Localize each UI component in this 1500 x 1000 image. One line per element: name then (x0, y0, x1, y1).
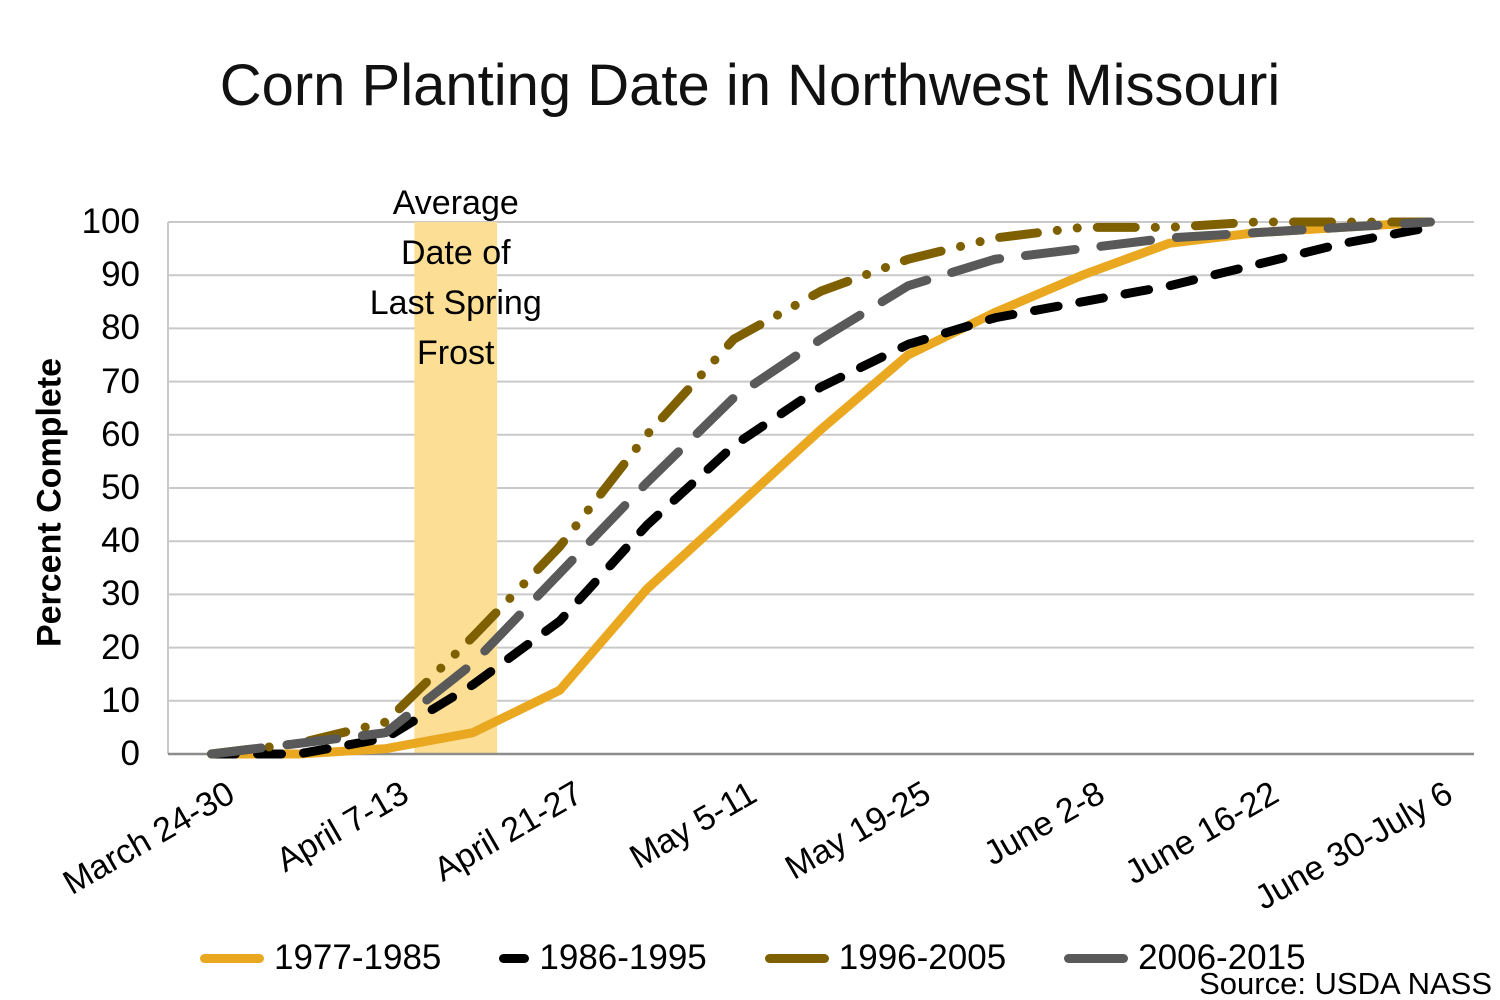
y-tick-label: 70 (101, 361, 140, 401)
legend-label: 1996-2005 (838, 938, 1007, 977)
y-tick-label: 0 (120, 734, 140, 773)
legend-label: 2006-2015 (1138, 938, 1306, 977)
y-tick-label: 40 (101, 521, 140, 561)
y-tick-label: 80 (101, 308, 140, 348)
source-note: Source: USDA NASS (1199, 966, 1492, 1000)
y-tick-label: 30 (101, 574, 140, 614)
legend-swatch (1064, 953, 1129, 963)
legend-swatch (499, 953, 530, 963)
frost-band-label-line: Date of (400, 234, 511, 272)
series-line-1986-1995 (207, 222, 1435, 759)
legend-swatch (200, 953, 264, 963)
frost-band-label: Average Date of Last Spring Frost (370, 178, 542, 378)
frost-band (414, 222, 498, 754)
legend-item-1977-1985: 1977-1985 (200, 938, 441, 978)
legend-label: 1977-1985 (274, 938, 442, 977)
legend-swatch (764, 953, 829, 963)
frost-band-label-line: Last Spring (369, 284, 542, 322)
y-tick-label: 20 (101, 627, 140, 667)
y-tick-label: 100 (81, 202, 140, 241)
y-tick-label: 60 (101, 414, 140, 454)
legend-item-1986-1995: 1986-1995 (499, 938, 707, 978)
y-tick-label: 90 (101, 255, 140, 295)
frost-band-label-line: Frost (417, 334, 495, 372)
frost-band-label-line: Average (392, 184, 519, 222)
legend-item-1996-2005: 1996-2005 (764, 938, 1007, 978)
chart-title: Corn Planting Date in Northwest Missouri (219, 53, 1281, 118)
y-tick-label: 10 (101, 680, 140, 720)
series-line-1996-2005 (207, 217, 1435, 759)
chart-legend: 1977-1985 1986-1995 1996-2005 2006-2015 (200, 938, 1306, 978)
series-line-2006-2015 (207, 217, 1435, 759)
y-tick-label: 50 (101, 468, 140, 507)
legend-label: 1986-1995 (539, 938, 707, 977)
legend-item-2006-2015: 2006-2015 (1064, 938, 1306, 978)
